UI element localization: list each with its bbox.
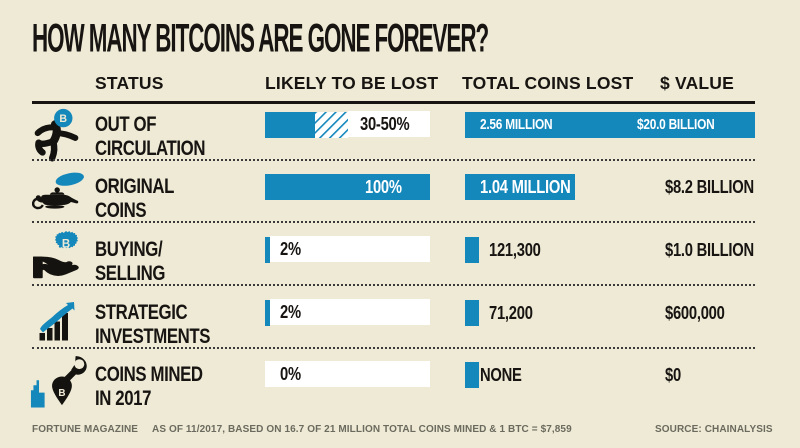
svg-text:B: B bbox=[59, 113, 67, 125]
svg-text:B: B bbox=[58, 388, 65, 399]
svg-text:B: B bbox=[62, 239, 70, 251]
